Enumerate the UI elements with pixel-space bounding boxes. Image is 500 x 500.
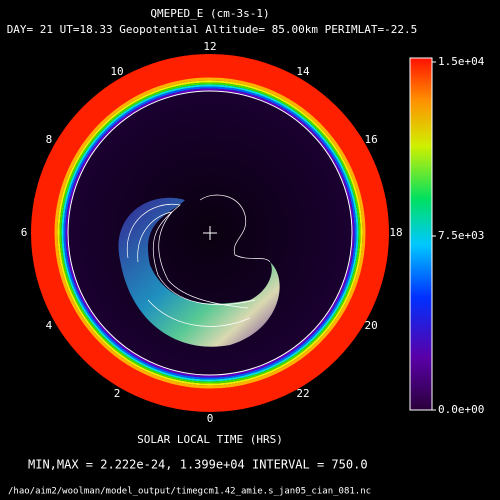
chart-subtitle: DAY= 21 UT=18.33 Geopotential Altitude= … bbox=[7, 23, 418, 36]
hour-label: 2 bbox=[114, 387, 121, 400]
hour-label: 6 bbox=[21, 226, 28, 239]
hour-label: 0 bbox=[207, 412, 214, 425]
hour-label: 14 bbox=[296, 65, 310, 78]
colorbar-tick-label: 1.5e+04 bbox=[438, 55, 485, 68]
hour-label: 8 bbox=[46, 133, 53, 146]
hour-label: 20 bbox=[364, 319, 377, 332]
hour-label: 10 bbox=[110, 65, 123, 78]
hour-label: 22 bbox=[296, 387, 309, 400]
x-axis-label: SOLAR LOCAL TIME (HRS) bbox=[137, 433, 283, 446]
polar-frame bbox=[31, 54, 389, 412]
colorbar-tick-label: 7.5e+03 bbox=[438, 229, 484, 242]
colorbar bbox=[409, 57, 433, 411]
hour-label: 12 bbox=[203, 40, 216, 53]
hour-label: 16 bbox=[364, 133, 377, 146]
chart-title: QMEPED_E (cm-3s-1) bbox=[150, 7, 269, 20]
hour-label: 4 bbox=[46, 319, 53, 332]
file-path: /hao/aim2/woolman/model_output/timegcm1.… bbox=[8, 487, 371, 497]
stats: MIN,MAX = 2.222e-24, 1.399e+04 INTERVAL … bbox=[28, 458, 368, 472]
colorbar-tick-label: 0.0e+00 bbox=[438, 403, 484, 416]
hour-label: 18 bbox=[389, 226, 402, 239]
